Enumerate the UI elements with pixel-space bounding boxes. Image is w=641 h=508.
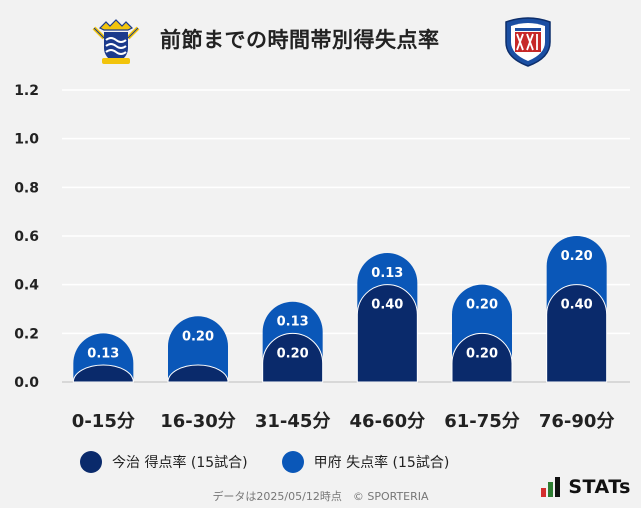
bar-chart: 0.0 0.2 0.4 0.6 0.8 1.0 1.2 0.13 0-15分 0.20 16-30分… — [14, 83, 630, 432]
y-tick-label: 0.6 — [14, 229, 39, 245]
chart-legend: 今治 得点率 (15試合) 甲府 失点率 (15試合) — [80, 450, 483, 474]
stats-brand: STATs — [541, 476, 631, 498]
bar-segment-kofu — [168, 316, 229, 382]
legend-item-imabari: 今治 得点率 (15試合) — [80, 451, 248, 473]
bar-segment-imabari — [356, 284, 418, 383]
x-tick-label: 31-45分 — [255, 411, 331, 432]
legend-label-kofu: 甲府 失点率 (15試合) — [313, 455, 450, 471]
data-label-kofu: 0.20 — [466, 298, 498, 313]
y-tick-label: 0.4 — [14, 278, 39, 294]
legend-swatch-kofu — [281, 451, 304, 473]
data-label-imabari: 0.20 — [277, 346, 309, 361]
data-label-kofu: 0.13 — [371, 266, 403, 281]
legend-swatch-imabari — [80, 451, 102, 473]
bar-segment-imabari — [451, 332, 513, 383]
data-source-note: データは2025/05/12時点 © SPORTERIA — [212, 490, 429, 503]
chart-title: 前節までの時間帯別得失点率 — [160, 28, 440, 52]
data-label-kofu: 0.13 — [277, 315, 309, 330]
bar-segment-imabari — [546, 284, 608, 383]
data-label-kofu: 0.20 — [561, 249, 593, 264]
stats-brand-name: STATs — [568, 476, 631, 498]
x-tick-label: 46-60分 — [350, 411, 426, 432]
stats-logo-icon — [541, 477, 562, 497]
x-tick-label: 76-90分 — [539, 411, 615, 432]
bar-segment-imabari — [72, 364, 134, 383]
y-tick-label: 1.0 — [14, 132, 39, 148]
chart-header: 前節までの時間帯別得失点率 — [0, 0, 641, 78]
y-tick-label: 0.8 — [14, 180, 39, 196]
bar-segment-imabari — [262, 332, 324, 383]
data-label-kofu: 0.13 — [87, 346, 119, 361]
x-tick-label: 16-30分 — [160, 411, 236, 432]
y-tick-label: 0.0 — [14, 375, 39, 391]
data-label-imabari: 0.20 — [466, 346, 498, 361]
imabari-fc-emblem — [92, 19, 140, 64]
y-tick-label: 0.2 — [14, 326, 39, 342]
y-tick-label: 1.2 — [14, 83, 39, 99]
data-label-kofu: 0.20 — [182, 329, 214, 344]
ventforet-kofu-emblem — [505, 17, 551, 67]
legend-label-imabari: 今治 得点率 (15試合) — [112, 455, 248, 471]
data-label-imabari: 0.40 — [371, 298, 403, 313]
x-tick-label: 0-15分 — [72, 411, 135, 432]
legend-item-kofu: 甲府 失点率 (15試合) — [281, 451, 450, 473]
x-tick-label: 61-75分 — [444, 411, 520, 432]
bar-segment-imabari — [167, 364, 229, 383]
data-label-imabari: 0.40 — [561, 298, 593, 313]
